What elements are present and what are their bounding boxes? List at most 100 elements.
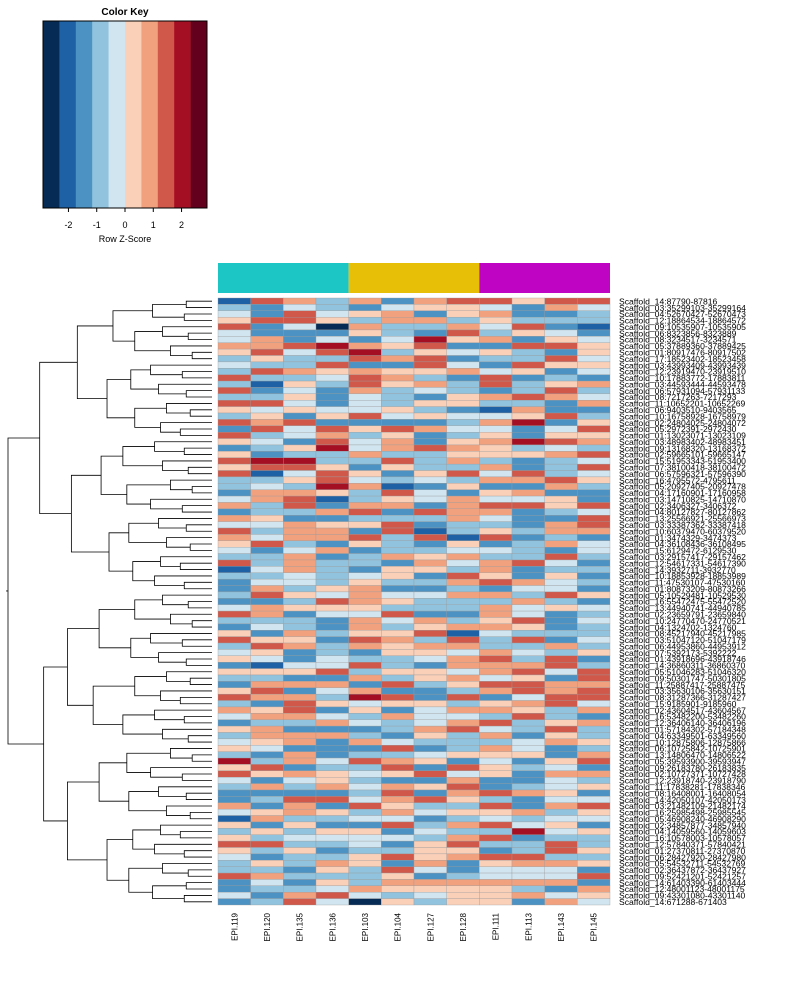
- heatmap-cell: [511, 380, 545, 388]
- dendrogram-branch: [134, 599, 171, 620]
- heatmap-cell: [217, 342, 251, 350]
- heatmap-cell: [283, 764, 317, 771]
- heatmap-cell: [381, 725, 415, 733]
- heatmap-cell: [413, 642, 447, 650]
- heatmap-cell: [217, 393, 251, 401]
- heatmap-cell: [413, 495, 447, 503]
- heatmap-cell: [283, 355, 317, 363]
- heatmap-cell: [381, 470, 415, 478]
- heatmap-cell: [511, 406, 545, 414]
- row-label: Scaffold_02:34857877-34857940: [619, 820, 746, 830]
- heatmap-cell: [479, 879, 513, 887]
- heatmap-cell: [511, 617, 545, 625]
- heatmap-cell: [283, 770, 317, 778]
- heatmap-cell: [446, 885, 480, 893]
- heatmap-cell: [348, 368, 382, 375]
- heatmap-cell: [413, 502, 447, 510]
- heatmap-cell: [217, 892, 251, 899]
- row-label: Scaffold_02:23659791-23659840: [619, 609, 746, 619]
- heatmap-cell: [348, 834, 382, 842]
- row-label: Scaffold_06:57596321-57596390: [619, 469, 746, 479]
- heatmap-cell: [413, 336, 447, 343]
- row-label: Scaffold_11:47530107-47530160: [619, 578, 746, 588]
- heatmap-cell: [577, 297, 611, 305]
- heatmap-cell: [446, 815, 480, 823]
- heatmap-cell: [446, 310, 480, 318]
- heatmap-cell: [315, 553, 349, 561]
- heatmap-cell: [381, 853, 415, 861]
- heatmap-cell: [315, 655, 349, 663]
- dendrogram-branch: [181, 371, 212, 379]
- heatmap-cell: [479, 444, 513, 452]
- dendrogram-branch: [162, 728, 212, 740]
- dendrogram-branch: [92, 685, 135, 725]
- row-label: Scaffold_16:10578003-10578057: [619, 833, 746, 843]
- dendrogram-branch: [189, 409, 212, 417]
- heatmap-cell: [413, 412, 447, 420]
- row-label: Scaffold_12:23918740-23918790: [619, 776, 746, 786]
- heatmap-cell: [577, 527, 611, 535]
- heatmap-cell: [283, 329, 317, 337]
- heatmap-cell: [250, 623, 284, 631]
- dendrogram-branch: [170, 479, 212, 491]
- row-label: Scaffold_16:55472475-55472520: [619, 597, 746, 607]
- heatmap-cell: [413, 444, 447, 452]
- heatmap-cell: [577, 649, 611, 656]
- heatmap-cell: [250, 361, 284, 369]
- heatmap-cell: [544, 815, 578, 823]
- heatmap-cell: [413, 617, 447, 625]
- heatmap-cell: [250, 547, 284, 554]
- row-label: Scaffold_10:16758928-16758979: [619, 411, 746, 421]
- heatmap-cell: [348, 432, 382, 439]
- heatmap-cell: [250, 304, 284, 311]
- heatmap-cell: [446, 502, 480, 510]
- heatmap-cell: [348, 642, 382, 650]
- heatmap-cell: [413, 777, 447, 784]
- heatmap-cell: [250, 444, 284, 452]
- heatmap-cell: [446, 419, 480, 426]
- heatmap-cell: [217, 828, 251, 835]
- heatmap-cell: [348, 489, 382, 497]
- heatmap-cell: [511, 387, 545, 395]
- heatmap-cell: [413, 476, 447, 484]
- heatmap-cell: [544, 591, 578, 599]
- heatmap-cell: [250, 553, 284, 561]
- heatmap-cell: [544, 380, 578, 388]
- dendrogram-branch: [185, 792, 212, 800]
- heatmap-cell: [511, 700, 545, 708]
- heatmap-cell: [315, 642, 349, 650]
- heatmap-cell: [544, 892, 578, 899]
- column-label: EPI.127: [426, 912, 435, 941]
- heatmap-cell: [413, 553, 447, 561]
- heatmap-cell: [283, 681, 317, 688]
- heatmap-cell: [446, 738, 480, 746]
- heatmap-cell: [577, 808, 611, 816]
- heatmap-cell: [283, 617, 317, 625]
- heatmap-cell: [283, 623, 317, 631]
- row-label: Scaffold_10:60379470-60379520: [619, 526, 746, 536]
- row-label: Scaffold_16:25985498-25985545: [619, 808, 746, 818]
- heatmap-cell: [315, 610, 349, 618]
- heatmap-cell: [413, 610, 447, 618]
- heatmap-cell: [479, 898, 513, 906]
- heatmap-cell: [511, 329, 545, 337]
- heatmap-cell: [446, 668, 480, 676]
- row-label: Scaffold_13:44940741-44940785: [619, 603, 746, 613]
- heatmap-cell: [315, 617, 349, 625]
- heatmap-cell: [511, 393, 545, 401]
- heatmap-cell: [577, 412, 611, 420]
- row-label: Scaffold_06:57931094-57931133: [619, 386, 746, 396]
- heatmap-cell: [250, 693, 284, 701]
- heatmap-cell: [479, 310, 513, 318]
- row-label: Scaffold_03:48983402-48983451: [619, 437, 746, 447]
- row-label: Scaffold_08:45217940-45217985: [619, 629, 746, 639]
- heatmap-cell: [315, 495, 349, 503]
- dendrogram-branch: [187, 735, 212, 743]
- heatmap-cell: [381, 425, 415, 433]
- heatmap-cell: [217, 802, 251, 810]
- row-label: Scaffold_14:671288-671403: [619, 897, 727, 907]
- heatmap-cell: [381, 598, 415, 605]
- heatmap-cell: [348, 527, 382, 535]
- heatmap-cell: [381, 540, 415, 548]
- heatmap-cell: [413, 342, 447, 350]
